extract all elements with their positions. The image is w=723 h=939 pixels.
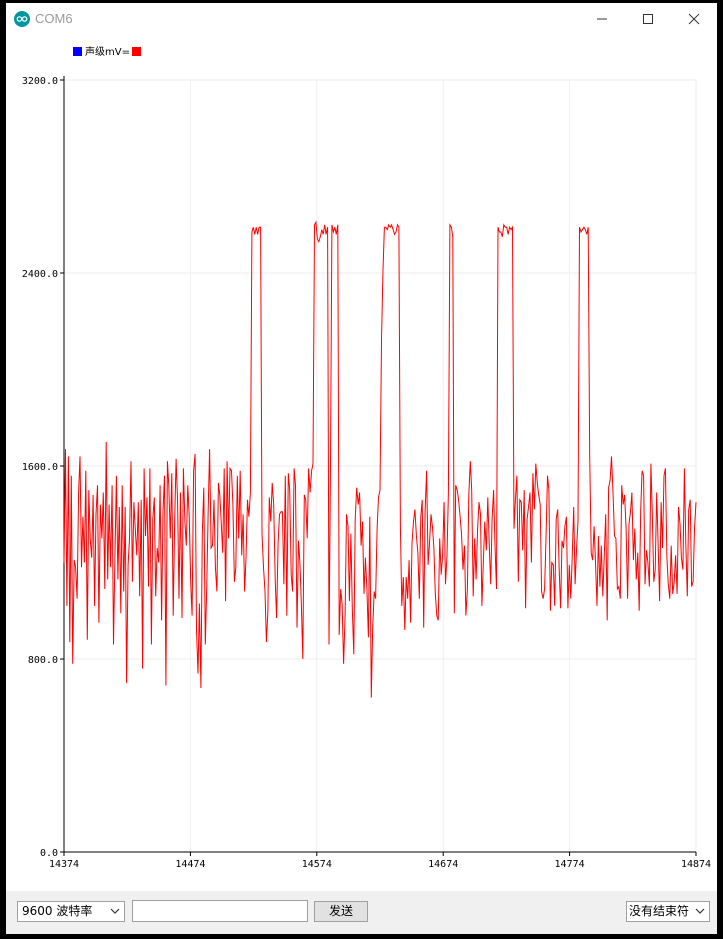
window-title: COM6: [35, 11, 73, 26]
y-tick-label: 0.0: [40, 848, 58, 859]
close-button[interactable]: [671, 3, 717, 35]
y-axis-ticks: 0.0 800.0 1600.0 2400.0 3200.0: [22, 76, 64, 859]
x-tick-label: 14574: [302, 859, 332, 870]
y-tick-label: 1600.0: [22, 462, 58, 473]
legend-swatch-red: [132, 47, 141, 56]
legend-swatch-blue: [73, 47, 82, 56]
bottom-toolbar: 9600 波特率 发送 没有结束符: [6, 891, 717, 934]
line-ending-value: 没有结束符: [629, 904, 690, 918]
send-button[interactable]: 发送: [314, 901, 368, 922]
close-icon: [688, 13, 700, 25]
maximize-icon: [643, 14, 653, 24]
send-input[interactable]: [132, 900, 308, 922]
x-axis-ticks: 14374 14474 14574 14674 14774 14874: [49, 852, 711, 870]
legend: 声级mV=: [73, 45, 141, 58]
x-tick-label: 14674: [428, 859, 458, 870]
y-tick-label: 3200.0: [22, 76, 58, 87]
series-line: [63, 220, 697, 698]
axes: [63, 76, 696, 853]
legend-label: 声级mV=: [85, 45, 130, 58]
serial-plotter-window: COM6 14374 14474 14574 14674 14774 14874 0.0 8…: [6, 3, 717, 934]
maximize-button[interactable]: [625, 3, 671, 35]
title-bar: COM6: [6, 3, 717, 35]
x-tick-label: 14374: [49, 859, 79, 870]
baud-rate-select[interactable]: 9600 波特率: [17, 901, 125, 922]
chevron-down-icon: [110, 908, 120, 914]
baud-rate-value: 9600 波特率: [22, 904, 93, 918]
x-tick-label: 14474: [175, 859, 205, 870]
x-tick-label: 14874: [681, 859, 711, 870]
minimize-icon: [597, 18, 607, 20]
minimize-button[interactable]: [579, 3, 625, 35]
line-chart: 14374 14474 14574 14674 14774 14874 0.0 800.0 1…: [22, 45, 711, 870]
x-tick-label: 14774: [555, 859, 585, 870]
y-tick-label: 2400.0: [22, 269, 58, 280]
arduino-logo-icon: [14, 11, 30, 27]
y-tick-label: 800.0: [28, 655, 58, 666]
plot-area: 14374 14474 14574 14674 14774 14874 0.0 800.0 1…: [6, 35, 717, 891]
line-ending-select[interactable]: 没有结束符: [626, 901, 710, 922]
series-group: [63, 220, 697, 698]
chevron-down-icon: [695, 908, 705, 914]
